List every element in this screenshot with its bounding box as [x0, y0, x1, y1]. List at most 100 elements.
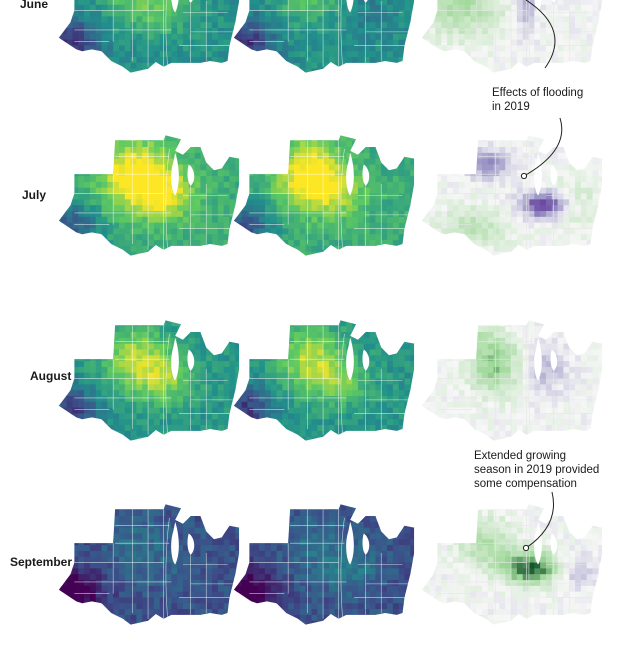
map-cell — [84, 170, 90, 176]
map-cell — [195, 326, 201, 332]
map-cell — [323, 246, 329, 252]
map-cell — [224, 5, 230, 11]
map-cell — [488, 164, 494, 170]
map-cell — [84, 349, 90, 355]
map-cell — [119, 240, 125, 246]
map-cell — [352, 240, 358, 246]
map-cell — [470, 246, 476, 252]
map-cell — [598, 16, 604, 22]
map-cell — [552, 199, 558, 205]
map-cell — [523, 57, 529, 63]
map-cell — [61, 252, 67, 258]
map-cell — [499, 75, 505, 81]
map-cell — [410, 159, 416, 165]
map-cell — [529, 75, 535, 81]
map-cell — [84, 332, 90, 338]
map-cell — [113, 28, 119, 34]
map-cell — [195, 246, 201, 252]
map-cell — [581, 34, 587, 40]
map-cell — [424, 153, 430, 159]
map-cell — [329, 176, 335, 182]
map-cell — [78, 153, 84, 159]
map-cell — [259, 199, 265, 205]
map-cell — [482, 170, 488, 176]
map-cell — [294, 16, 300, 22]
map-cell — [142, 338, 148, 344]
map-cell — [598, 22, 604, 28]
map-cell — [253, 176, 259, 182]
map-cell — [441, 164, 447, 170]
map-cell — [224, 57, 230, 63]
map-cell — [488, 228, 494, 234]
map-cell — [341, 69, 347, 75]
map-cell — [352, 130, 358, 136]
map-cell — [102, 40, 108, 46]
map-cell — [230, 135, 236, 141]
map-cell — [558, 228, 564, 234]
map-cell — [341, 130, 347, 136]
map-cell — [569, 234, 575, 240]
map-cell — [335, 188, 341, 194]
map-cell — [563, 194, 569, 200]
map-cell — [230, 182, 236, 188]
map-cell — [505, 182, 511, 188]
map-cell — [78, 315, 84, 321]
map-cell — [125, 57, 131, 63]
map-cell — [358, 22, 364, 28]
map-cell — [592, 69, 598, 75]
map-cell — [410, 205, 416, 211]
map-cell — [224, 188, 230, 194]
map-cell — [236, 182, 242, 188]
map-cell — [171, 315, 177, 321]
map-cell — [447, 69, 453, 75]
map-cell — [125, 332, 131, 338]
map-cell — [218, 45, 224, 51]
map-cell — [424, 258, 430, 264]
map-cell — [131, 34, 137, 40]
map-cell — [517, 28, 523, 34]
map-cell — [78, 69, 84, 75]
map-cell — [517, 141, 523, 147]
map-cell — [387, 217, 393, 223]
map-cell — [418, 228, 424, 234]
map-cell — [410, 135, 416, 141]
map-cell — [430, 240, 436, 246]
map-cell — [125, 367, 131, 373]
map-cell — [410, 182, 416, 188]
map-cell — [335, 159, 341, 165]
map-cell — [370, 51, 376, 57]
map-cell — [575, 34, 581, 40]
map-cell — [67, 57, 73, 63]
map-cell — [505, 45, 511, 51]
map-cell — [107, 57, 113, 63]
map-cell — [177, 338, 183, 344]
map-cell — [148, 75, 154, 81]
map-cell — [346, 69, 352, 75]
map-cell — [119, 69, 125, 75]
map-cell — [387, 223, 393, 229]
map-cell — [102, 135, 108, 141]
map-cell — [529, 22, 535, 28]
map-cell — [447, 57, 453, 63]
map-cell — [476, 11, 482, 17]
map-cell — [410, 199, 416, 205]
map-cell — [482, 57, 488, 63]
map-cell — [154, 223, 160, 229]
map-cell — [247, 170, 253, 176]
map-cell — [177, 57, 183, 63]
map-cell — [410, 11, 416, 17]
map-cell — [540, 223, 546, 229]
map-cell — [430, 130, 436, 136]
map-cell — [300, 159, 306, 165]
map-cell — [404, 0, 410, 5]
map-cell — [171, 28, 177, 34]
map-cell — [259, 182, 265, 188]
map-cell — [131, 182, 137, 188]
map-cell — [387, 5, 393, 11]
map-cell — [206, 159, 212, 165]
map-cell — [96, 320, 102, 326]
map-cell — [465, 205, 471, 211]
map-cell — [441, 194, 447, 200]
map-cell — [154, 217, 160, 223]
map-cell — [364, 252, 370, 258]
